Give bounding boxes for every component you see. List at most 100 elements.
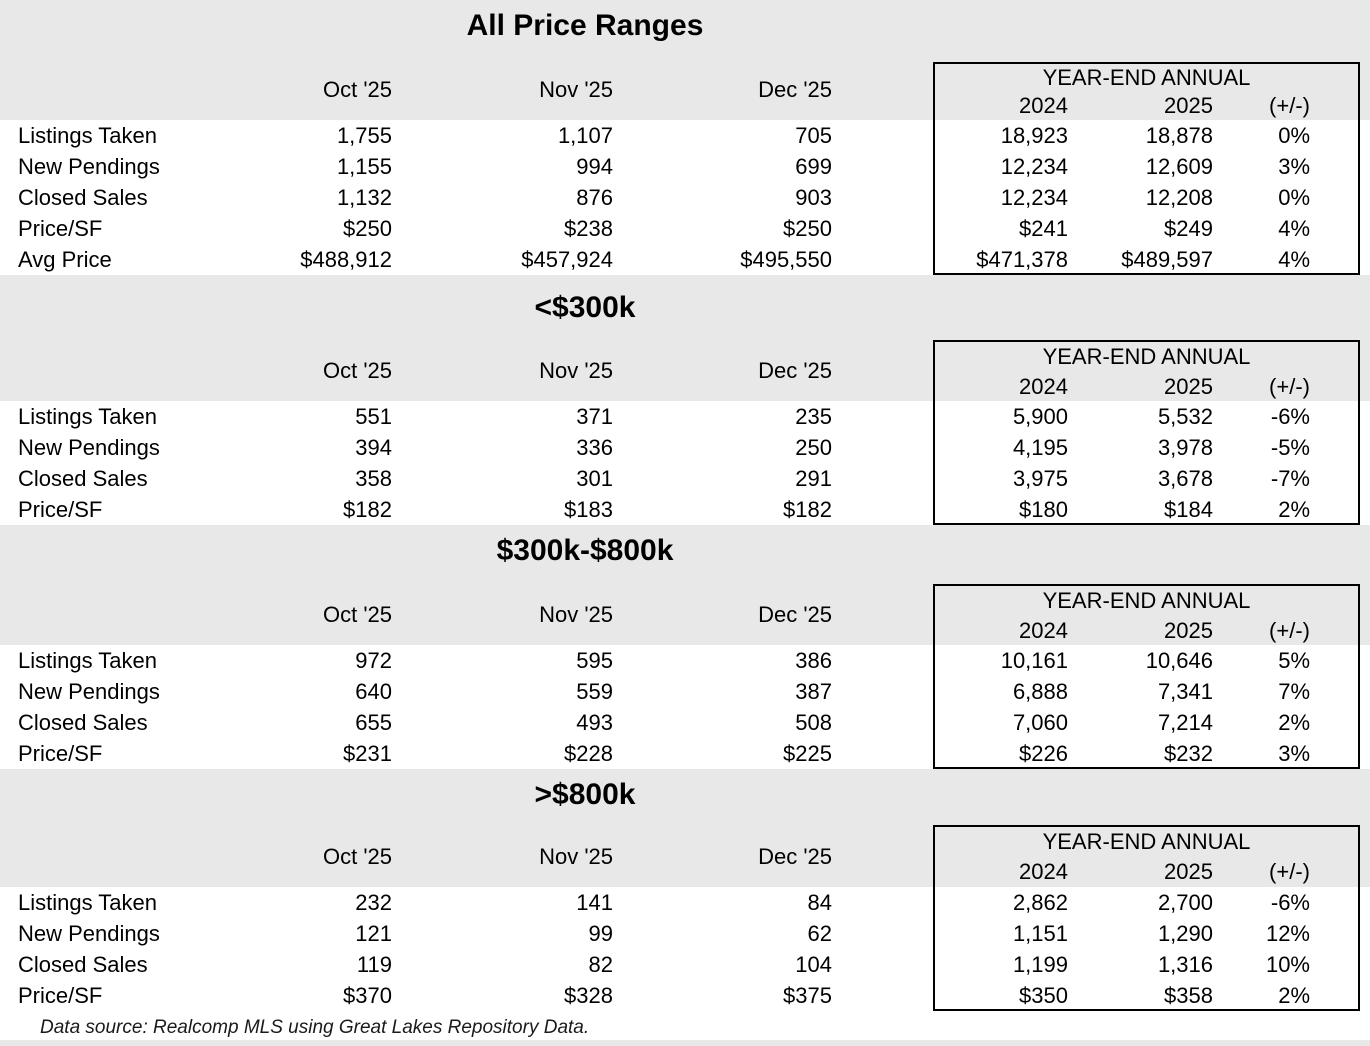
cell-change: -6% bbox=[1270, 890, 1310, 915]
cell-2024: 7,060 bbox=[1012, 710, 1068, 735]
col-header-2025: 2025 bbox=[1164, 93, 1213, 118]
cell-change: 4% bbox=[1278, 216, 1310, 241]
cell-dec: $495,550 bbox=[740, 247, 832, 272]
cell-2025: 10,646 bbox=[1145, 648, 1213, 673]
cell-oct: 232 bbox=[355, 890, 392, 915]
cell-2024: $241 bbox=[1019, 216, 1068, 241]
data-rows: Listings Taken 1,755 1,107 705 18,923 18… bbox=[0, 120, 1370, 275]
spacer-cell bbox=[832, 707, 933, 738]
row-label: New Pendings bbox=[18, 435, 160, 460]
cell-oct: $488,912 bbox=[300, 247, 392, 272]
cell-2024: $471,378 bbox=[976, 247, 1068, 272]
cell-nov: $183 bbox=[564, 497, 613, 522]
cell-dec: 387 bbox=[795, 679, 832, 704]
section-under-300k: <$300k Oct '25 Nov '25 Dec '25 YEAR-END … bbox=[0, 275, 1370, 525]
table-row: Listings Taken 1,755 1,107 705 18,923 18… bbox=[0, 120, 1370, 151]
col-header-nov: Nov '25 bbox=[539, 77, 613, 102]
annual-col-header-row: 2024 2025 (+/-) bbox=[935, 857, 1358, 887]
cell-dec: 62 bbox=[807, 921, 832, 946]
col-header-dec: Dec '25 bbox=[758, 358, 832, 383]
table-row: New Pendings 1,155 994 699 12,234 12,609… bbox=[0, 151, 1370, 182]
col-header-dec: Dec '25 bbox=[758, 77, 832, 102]
row-label: Price/SF bbox=[18, 497, 103, 522]
data-rows: Listings Taken 232 141 84 2,862 2,700 -6… bbox=[0, 887, 1370, 1011]
col-header-2024: 2024 bbox=[1019, 859, 1068, 884]
cell-2024: 18,923 bbox=[1000, 123, 1068, 148]
row-label: Listings Taken bbox=[18, 648, 158, 673]
cell-change: 0% bbox=[1278, 123, 1310, 148]
cell-change: 5% bbox=[1278, 648, 1310, 673]
spacer-cell bbox=[832, 887, 933, 918]
col-header-oct: Oct '25 bbox=[322, 844, 392, 869]
cell-oct: $182 bbox=[343, 497, 392, 522]
table-row: Price/SF $370 $328 $375 $350 $358 2% bbox=[0, 980, 1370, 1011]
col-header-nov: Nov '25 bbox=[539, 358, 613, 383]
spacer-cell bbox=[832, 463, 933, 494]
col-header-2024: 2024 bbox=[1019, 93, 1068, 118]
data-rows: Listings Taken 972 595 386 10,161 10,646… bbox=[0, 645, 1370, 769]
cell-change: 2% bbox=[1278, 710, 1310, 735]
cell-dec: $225 bbox=[783, 741, 832, 766]
row-label: New Pendings bbox=[18, 154, 160, 179]
table-row: Closed Sales 1,132 876 903 12,234 12,208… bbox=[0, 182, 1370, 213]
year-end-annual-box: YEAR-END ANNUAL 2024 2025 (+/-) bbox=[933, 62, 1360, 275]
spacer-cell bbox=[832, 980, 933, 1011]
year-end-annual-box: YEAR-END ANNUAL 2024 2025 (+/-) bbox=[933, 825, 1360, 1011]
col-header-dec: Dec '25 bbox=[758, 602, 832, 627]
col-header-2025: 2025 bbox=[1164, 617, 1213, 643]
spacer-cell bbox=[832, 494, 933, 525]
row-label: Closed Sales bbox=[18, 185, 148, 210]
cell-nov: 595 bbox=[576, 648, 613, 673]
cell-oct: 1,132 bbox=[336, 185, 392, 210]
cell-2025: 3,978 bbox=[1157, 435, 1213, 460]
spacer-cell bbox=[832, 244, 933, 275]
cell-dec: 508 bbox=[795, 710, 832, 735]
month-header-row: Oct '25 Nov '25 Dec '25 bbox=[0, 356, 1370, 386]
cell-2024: 12,234 bbox=[1000, 154, 1068, 179]
row-label: New Pendings bbox=[18, 679, 160, 704]
table-row: Listings Taken 551 371 235 5,900 5,532 -… bbox=[0, 401, 1370, 432]
cell-nov: 371 bbox=[576, 404, 613, 429]
cell-change: -5% bbox=[1270, 435, 1310, 460]
annual-box-title: YEAR-END ANNUAL bbox=[1042, 344, 1251, 369]
cell-change: 0% bbox=[1278, 185, 1310, 210]
cell-oct: 394 bbox=[355, 435, 392, 460]
spacer-cell bbox=[832, 676, 933, 707]
cell-oct: 551 bbox=[355, 404, 392, 429]
cell-oct: 119 bbox=[356, 952, 392, 977]
cell-oct: 640 bbox=[355, 679, 392, 704]
cell-dec: 250 bbox=[795, 435, 832, 460]
cell-2024: 10,161 bbox=[1000, 648, 1068, 673]
table-row: Price/SF $182 $183 $182 $180 $184 2% bbox=[0, 494, 1370, 525]
cell-oct: 121 bbox=[355, 921, 392, 946]
cell-2024: 6,888 bbox=[1012, 679, 1068, 704]
section-header-band bbox=[0, 769, 1370, 887]
cell-2025: 2,700 bbox=[1157, 890, 1213, 915]
col-header-nov: Nov '25 bbox=[539, 844, 613, 869]
cell-2025: 1,316 bbox=[1157, 952, 1213, 977]
cell-oct: 1,155 bbox=[336, 154, 392, 179]
section-header-band bbox=[0, 0, 1370, 120]
section-title: All Price Ranges bbox=[466, 9, 704, 42]
cell-2025: $249 bbox=[1164, 216, 1213, 241]
cell-dec: $182 bbox=[783, 497, 832, 522]
cell-nov: $238 bbox=[564, 216, 613, 241]
month-header-row: Oct '25 Nov '25 Dec '25 bbox=[0, 75, 1370, 105]
row-label: Listings Taken bbox=[18, 404, 158, 429]
cell-nov: 876 bbox=[576, 185, 613, 210]
col-header-2024: 2024 bbox=[1019, 373, 1068, 399]
cell-change: 10% bbox=[1265, 952, 1310, 977]
cell-2024: 1,199 bbox=[1012, 952, 1068, 977]
col-header-2025: 2025 bbox=[1164, 859, 1213, 884]
row-label: Closed Sales bbox=[18, 710, 148, 735]
cell-2025: 5,532 bbox=[1157, 404, 1213, 429]
table-row: Price/SF $250 $238 $250 $241 $249 4% bbox=[0, 213, 1370, 244]
annual-col-header-row: 2024 2025 (+/-) bbox=[935, 92, 1358, 120]
spacer-cell bbox=[832, 401, 933, 432]
table-row: Closed Sales 655 493 508 7,060 7,214 2% bbox=[0, 707, 1370, 738]
cell-2024: $350 bbox=[1019, 983, 1068, 1008]
cell-change: 2% bbox=[1278, 497, 1310, 522]
cell-oct: 1,755 bbox=[336, 123, 392, 148]
cell-dec: 84 bbox=[807, 890, 832, 915]
cell-2024: 3,975 bbox=[1012, 466, 1068, 491]
